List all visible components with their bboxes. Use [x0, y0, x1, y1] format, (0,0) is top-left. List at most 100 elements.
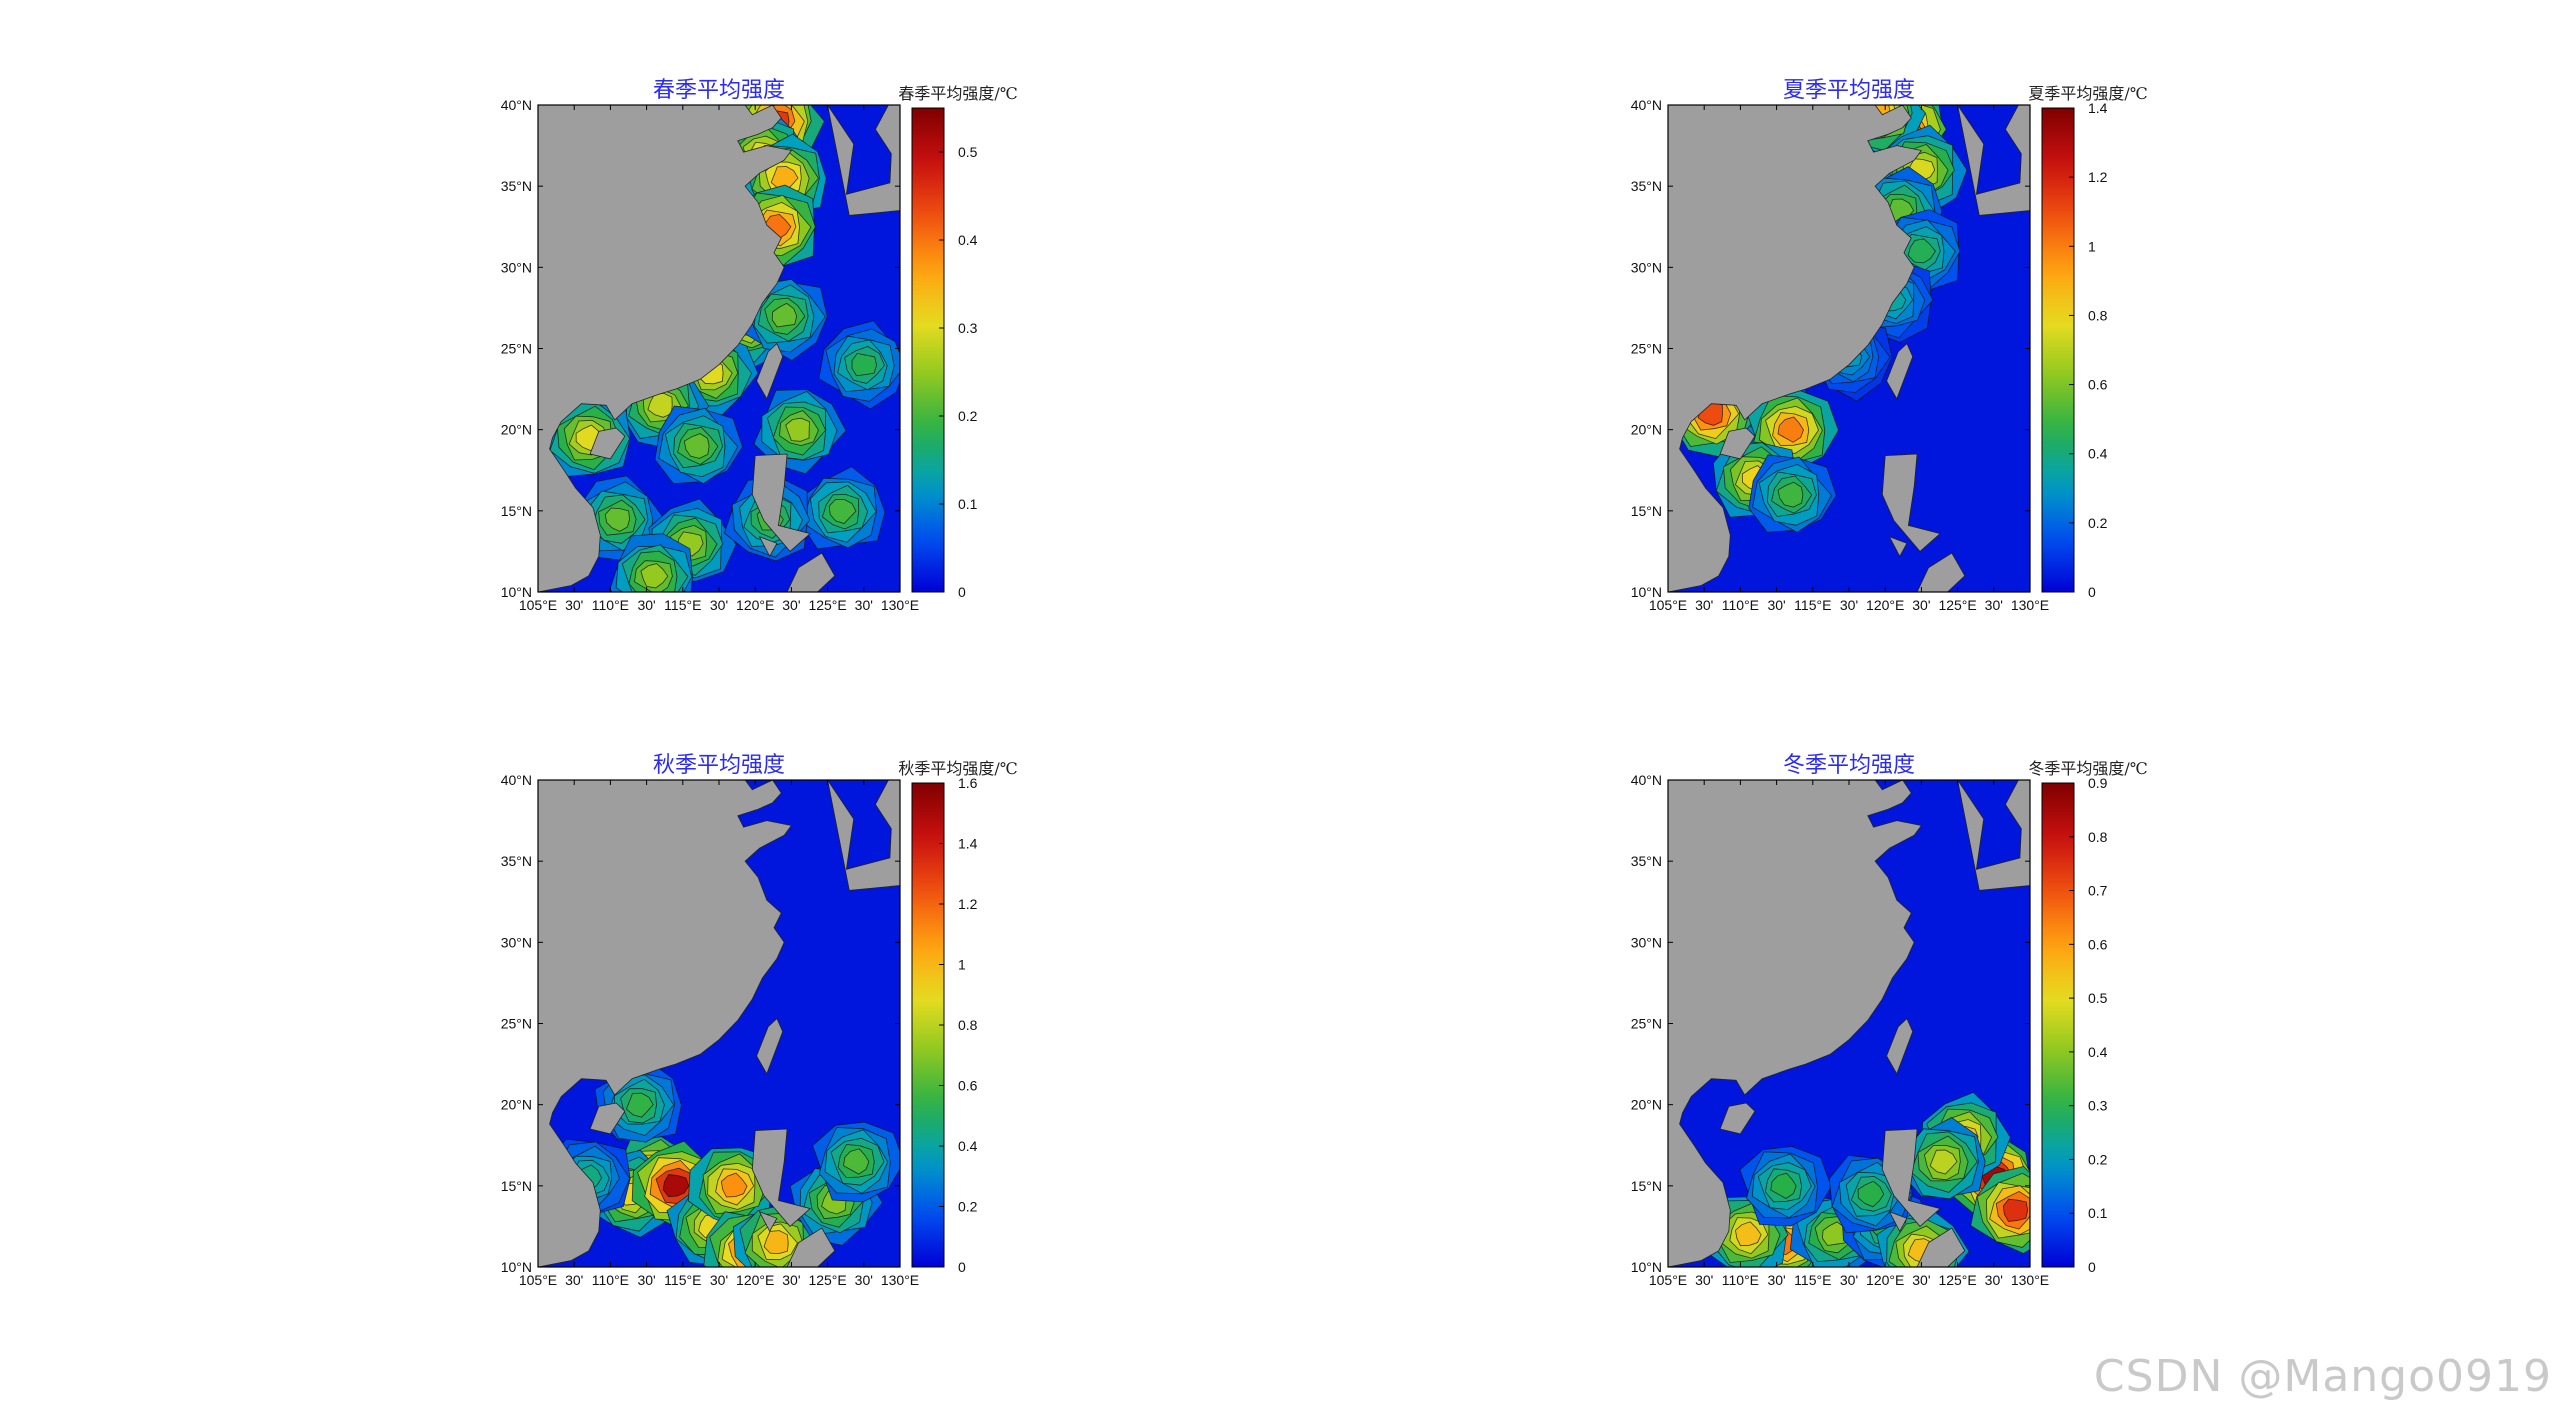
colorbar-tick-label-0-2: 0.2	[958, 1199, 978, 1215]
x-tick-label-110-e-2: 110°E	[592, 597, 629, 613]
colorbar-tick-label-0: 0	[2088, 1259, 2096, 1275]
y-tick-label-30-n: 30°N	[501, 934, 532, 950]
x-tick-label-115-e-4: 115°E	[664, 1272, 701, 1288]
colorbar-tick-label-0-3: 0.3	[958, 320, 978, 336]
chart-title: 春季平均强度	[653, 78, 785, 103]
field-hotspot-9	[812, 1121, 900, 1203]
x-tick-label-30-7: 30'	[1912, 1272, 1930, 1288]
land-taiwan	[756, 1017, 784, 1075]
y-tick-label-35-n: 35°N	[501, 853, 532, 869]
land-visayas	[1916, 552, 1966, 592]
x-tick-label-30-7: 30'	[782, 1272, 800, 1288]
x-tick-label-30-1: 30'	[1695, 1272, 1713, 1288]
y-tick-label-40-n: 40°N	[501, 772, 532, 788]
colorbar-tick-label-1-4: 1.4	[2088, 100, 2108, 116]
x-tick-label-30-5: 30'	[1840, 1272, 1858, 1288]
contour-level	[1735, 1221, 1762, 1247]
y-tick-label-35-n: 35°N	[1631, 178, 1662, 194]
land-taiwan	[1886, 342, 1914, 400]
plot-area	[538, 105, 900, 592]
x-tick-label-30-1: 30'	[565, 1272, 583, 1288]
colorbar-tick-label-0-2: 0.2	[958, 408, 978, 424]
field-hotspot-1	[1970, 1166, 2030, 1254]
colorbar-tick-label-0: 0	[958, 1259, 966, 1275]
contour-level	[662, 1174, 690, 1198]
contour-level	[763, 1230, 789, 1255]
land-korea	[827, 105, 900, 216]
colorbar-tick-label-0: 0	[958, 584, 966, 600]
land-visayas	[786, 1227, 836, 1267]
x-tick-label-30-7: 30'	[1912, 597, 1930, 613]
colorbar	[911, 782, 945, 1268]
contour-level	[771, 302, 798, 328]
y-tick-label-15-n: 15°N	[1631, 1178, 1662, 1194]
field-hotspot-12	[753, 389, 847, 475]
x-tick-label-110-e-2: 110°E	[1722, 597, 1759, 613]
contour-level	[625, 1092, 654, 1118]
colorbar-tick-label-0-4: 0.4	[958, 232, 978, 248]
x-tick-label-105-e-0: 105°E	[519, 597, 557, 613]
colorbar-title: 冬季平均强度/℃	[2028, 759, 2147, 778]
contour-level	[785, 417, 810, 442]
colorbar-tick-label-1-2: 1.2	[2088, 169, 2108, 185]
land-luzon	[751, 1128, 812, 1227]
x-tick-label-110-e-2: 110°E	[1722, 1272, 1759, 1288]
contour-level	[843, 1148, 870, 1175]
contour-level	[640, 563, 669, 589]
contour-level	[720, 1172, 748, 1198]
field-hotspot-18	[818, 320, 900, 410]
y-tick-label-25-n: 25°N	[1631, 341, 1662, 357]
y-tick-label-10-n: 10°N	[501, 584, 532, 600]
contour-level	[1907, 238, 1936, 264]
y-tick-label-15-n: 15°N	[501, 503, 532, 519]
contour-level	[1822, 1221, 1848, 1246]
colorbar-tick-label-0-1: 0.1	[958, 496, 978, 512]
x-tick-label-115-e-4: 115°E	[664, 597, 701, 613]
chart-winter-svg: 冬季平均强度 105°E 30' 110°E 30' 115°E 30' 120°E 30' 12…	[1631, 753, 2148, 1288]
contour-level	[1857, 1180, 1885, 1208]
colorbar-tick-label-0-9: 0.9	[2088, 775, 2108, 791]
colorbar	[2041, 107, 2075, 593]
chart-title: 冬季平均强度	[1783, 753, 1915, 778]
colorbar-title: 秋季平均强度/℃	[898, 759, 1017, 778]
contour-level	[1777, 481, 1804, 508]
x-tick-label-30-9: 30'	[855, 597, 873, 613]
land-visayas	[786, 552, 836, 592]
y-tick-label-40-n: 40°N	[501, 97, 532, 113]
field-hotspot-7	[732, 1204, 824, 1267]
x-tick-label-120-e-6: 120°E	[736, 597, 774, 613]
colorbar-tick-label-0-7: 0.7	[2088, 883, 2108, 899]
contour-level	[683, 433, 710, 459]
x-tick-label-30-9: 30'	[855, 1272, 873, 1288]
colorbar-tick-label-1: 1	[2088, 238, 2096, 254]
colorbar-tick-label-0-2: 0.2	[2088, 515, 2108, 531]
colorbar-tick-label-0-8: 0.8	[958, 1017, 978, 1033]
y-tick-label-30-n: 30°N	[1631, 259, 1662, 275]
colorbar-tick-label-0: 0	[2088, 584, 2096, 600]
y-tick-label-10-n: 10°N	[1631, 1259, 1662, 1275]
x-tick-label-30-5: 30'	[710, 1272, 728, 1288]
colorbar-tick-label-1-4: 1.4	[958, 836, 978, 852]
colorbar-tick-label-0-5: 0.5	[958, 144, 978, 160]
colorbar-tick-label-0-8: 0.8	[2088, 829, 2108, 845]
x-tick-label-30-5: 30'	[1840, 597, 1858, 613]
watermark: CSDN @Mango0919	[2093, 1351, 2552, 1402]
chart-spring-svg: 春季平均强度 105°E 30' 110°E 30' 115°E 30' 120°E 30' 12…	[501, 78, 1018, 613]
land-mindoro	[1888, 1211, 1908, 1233]
y-tick-label-20-n: 20°N	[1631, 422, 1662, 438]
contour-level	[851, 352, 878, 377]
colorbar	[911, 107, 945, 593]
y-tick-label-35-n: 35°N	[501, 178, 532, 194]
contour-level	[828, 499, 857, 524]
x-tick-label-30-3: 30'	[1767, 597, 1785, 613]
land-mainland	[538, 780, 793, 1267]
x-tick-label-130-e-10: 130°E	[881, 1272, 919, 1288]
x-tick-label-125-e-8: 125°E	[1938, 597, 1976, 613]
colorbar-title: 春季平均强度/℃	[898, 84, 1017, 103]
y-tick-label-40-n: 40°N	[1631, 97, 1662, 113]
y-tick-label-10-n: 10°N	[501, 1259, 532, 1275]
y-tick-label-25-n: 25°N	[501, 1016, 532, 1032]
colorbar-tick-label-0-8: 0.8	[2088, 307, 2108, 323]
x-tick-label-125-e-8: 125°E	[808, 1272, 846, 1288]
